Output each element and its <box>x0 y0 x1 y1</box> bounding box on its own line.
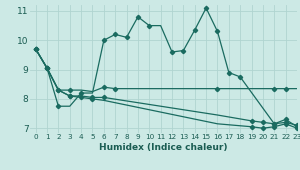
X-axis label: Humidex (Indice chaleur): Humidex (Indice chaleur) <box>99 143 228 152</box>
